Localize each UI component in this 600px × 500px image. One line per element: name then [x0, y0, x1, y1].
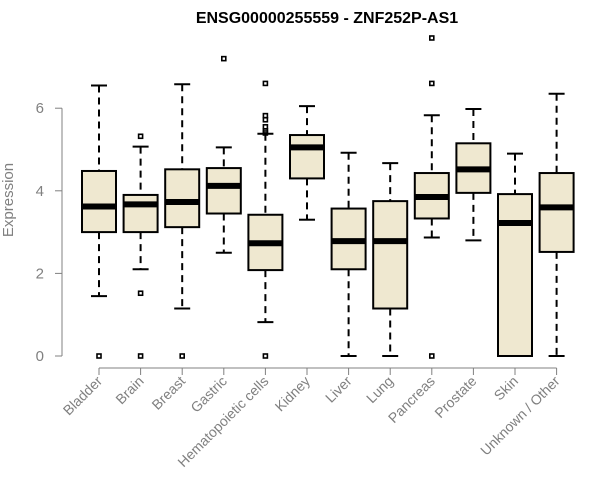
outlier-point: [262, 116, 269, 123]
outlier-point: [262, 130, 269, 136]
box-group: [164, 83, 201, 359]
box-group: [455, 108, 492, 242]
x-tick-label: Prostate: [431, 373, 479, 421]
outlier-point: [262, 353, 269, 359]
iqr-box: [81, 169, 117, 234]
box-group: [413, 35, 450, 359]
x-tick-label: Kidney: [272, 373, 314, 415]
outlier-point: [428, 80, 435, 87]
x-tick-label: Skin: [491, 373, 522, 404]
outlier-point: [428, 353, 435, 359]
y-tick-label: 2: [36, 265, 44, 282]
box-group: [538, 92, 575, 357]
outlier-point: [428, 35, 435, 41]
y-axis: 0 2 4 6: [36, 100, 63, 365]
box-group: [372, 162, 409, 357]
outlier-point: [137, 353, 144, 359]
box-group: [497, 152, 533, 357]
x-tick-label: Lung: [363, 373, 396, 406]
x-tick-label: Unknown / Other: [477, 373, 563, 459]
y-tick-label: 6: [36, 100, 44, 117]
iqr-box: [289, 134, 325, 180]
iqr-box: [497, 193, 533, 357]
outlier-point: [221, 55, 227, 62]
y-axis-label: Expression: [0, 163, 17, 237]
chart-title: ENSG00000255559 - ZNF252P-AS1: [196, 10, 458, 27]
x-tick-label: Brain: [112, 373, 146, 407]
iqr-box: [372, 200, 409, 310]
outlier-point: [179, 353, 185, 359]
box-group: [205, 55, 242, 254]
box-group: [330, 151, 367, 357]
iqr-box: [205, 167, 242, 215]
iqr-box: [122, 193, 159, 234]
box-group: [81, 84, 117, 359]
box-group: [289, 105, 325, 221]
iqr-box: [164, 168, 201, 229]
outlier-point: [96, 353, 102, 359]
x-tick-label: Breast: [148, 373, 188, 413]
outlier-point: [262, 80, 269, 87]
y-tick-label: 4: [36, 183, 44, 200]
x-tick-label: Liver: [322, 373, 355, 406]
y-tick-label: 0: [36, 348, 44, 365]
boxes: [81, 35, 575, 359]
box-group: [247, 80, 284, 359]
iqr-box: [538, 172, 575, 253]
outlier-point: [137, 290, 144, 297]
outlier-point: [137, 133, 144, 140]
x-tick-label: Bladder: [60, 373, 106, 419]
box-group: [122, 133, 159, 359]
